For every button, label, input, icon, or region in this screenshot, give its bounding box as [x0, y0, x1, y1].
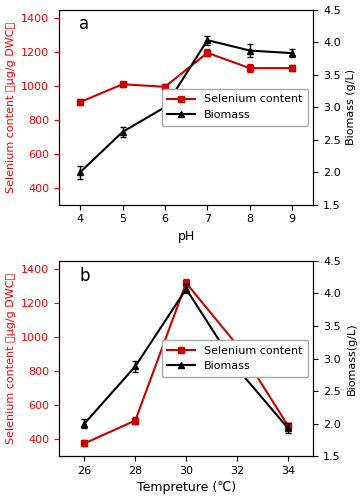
Line: Selenium content: Selenium content	[81, 280, 291, 447]
Biomass	[163, 104, 167, 110]
Biomass	[205, 37, 210, 43]
Y-axis label: Selenium content （μg/g DWC）: Selenium content （μg/g DWC）	[5, 22, 16, 192]
Selenium content	[133, 418, 138, 424]
Biomass	[82, 420, 87, 426]
Y-axis label: Biomass(g/L): Biomass(g/L)	[346, 322, 357, 395]
Biomass	[248, 48, 252, 54]
Selenium content	[121, 81, 125, 87]
Biomass	[78, 169, 82, 175]
Biomass	[290, 50, 294, 56]
Selenium content	[78, 99, 82, 105]
Biomass	[133, 364, 138, 370]
Selenium content	[205, 50, 210, 56]
Y-axis label: Biomass (g/L): Biomass (g/L)	[346, 69, 357, 145]
Text: b: b	[79, 267, 90, 285]
Biomass	[121, 129, 125, 135]
Biomass	[235, 366, 239, 372]
Line: Biomass: Biomass	[77, 36, 296, 175]
Biomass	[286, 425, 290, 431]
Line: Biomass: Biomass	[81, 286, 291, 432]
Selenium content	[248, 65, 252, 71]
X-axis label: pH: pH	[178, 230, 195, 243]
Selenium content	[290, 65, 294, 71]
Selenium content	[235, 342, 239, 348]
Selenium content	[184, 280, 188, 286]
X-axis label: Tempreture (℃): Tempreture (℃)	[136, 482, 236, 494]
Selenium content	[163, 84, 167, 90]
Biomass	[184, 286, 188, 292]
Line: Selenium content: Selenium content	[77, 50, 296, 106]
Legend: Selenium content, Biomass: Selenium content, Biomass	[161, 89, 308, 126]
Text: a: a	[79, 16, 89, 34]
Selenium content	[286, 422, 290, 428]
Selenium content	[82, 440, 87, 446]
Legend: Selenium content, Biomass: Selenium content, Biomass	[161, 340, 308, 377]
Y-axis label: Selenium content （μg/g DWC）: Selenium content （μg/g DWC）	[5, 273, 16, 444]
